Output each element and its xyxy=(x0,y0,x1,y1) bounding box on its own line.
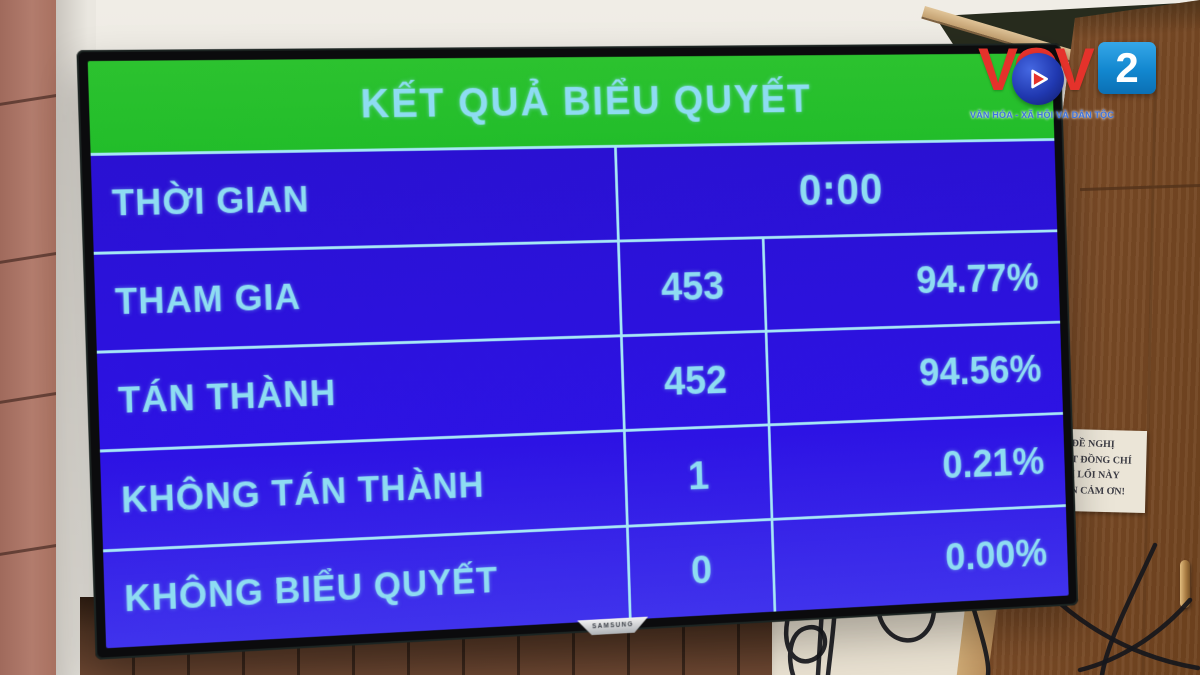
board-header: KẾT QUẢ BIỂU QUYẾT xyxy=(87,53,1055,156)
channel-2-badge: 2 xyxy=(1098,42,1156,94)
door-handle xyxy=(1180,560,1190,608)
sign-line: N CẢM ƠN! xyxy=(1070,484,1126,498)
percent-value: 0.00% xyxy=(944,529,1048,579)
time-value: 0:00 xyxy=(797,164,884,215)
sign-line: ĐỀ NGHỊ xyxy=(1071,438,1115,451)
sign-line: I LỐI NÀY xyxy=(1070,469,1120,482)
cable xyxy=(783,582,828,675)
voting-results-board: KẾT QUẢ BIỂU QUYẾT THỜI GIAN 0:00 THAM G… xyxy=(87,53,1069,649)
percent-value: 0.21% xyxy=(941,438,1045,487)
play-icon xyxy=(1031,69,1048,89)
row-label: THỜI GIAN xyxy=(90,147,620,252)
sign-line: T ĐỒNG CHÍ xyxy=(1071,453,1132,467)
row-label: THAM GIA xyxy=(93,242,623,351)
channel-number: 2 xyxy=(1115,44,1139,91)
board-title: KẾT QUẢ BIỂU QUYẾT xyxy=(359,75,813,127)
cable xyxy=(1077,597,1193,673)
board-rows: THỜI GIAN 0:00 THAM GIA 453 94.77% TÁN T… xyxy=(90,140,1069,649)
vov-tagline: VĂN HÓA - XÃ HỘI VÀ DÂN TỘC xyxy=(970,110,1115,120)
count-value: 453 xyxy=(619,239,768,335)
samsung-tv: KẾT QUẢ BIỂU QUYẾT THỜI GIAN 0:00 THAM G… xyxy=(76,43,1079,660)
count-value: 0 xyxy=(628,520,777,620)
vov-watermark: VOV VĂN HÓA - XÃ HỘI VÀ DÂN TỘC 2 xyxy=(960,40,1180,135)
left-wall-panels xyxy=(0,0,68,675)
door-sign: ĐỀ NGHỊ T ĐỒNG CHÍ I LỐI NÀY N CẢM ƠN! xyxy=(1064,428,1148,514)
count-value: 1 xyxy=(625,426,774,525)
count-value: 452 xyxy=(622,332,771,430)
percent-value: 94.77% xyxy=(915,254,1040,302)
percent-value: 94.56% xyxy=(918,346,1042,395)
vov-play-circle xyxy=(1012,53,1064,105)
row-label: TÁN THÀNH xyxy=(96,337,626,450)
